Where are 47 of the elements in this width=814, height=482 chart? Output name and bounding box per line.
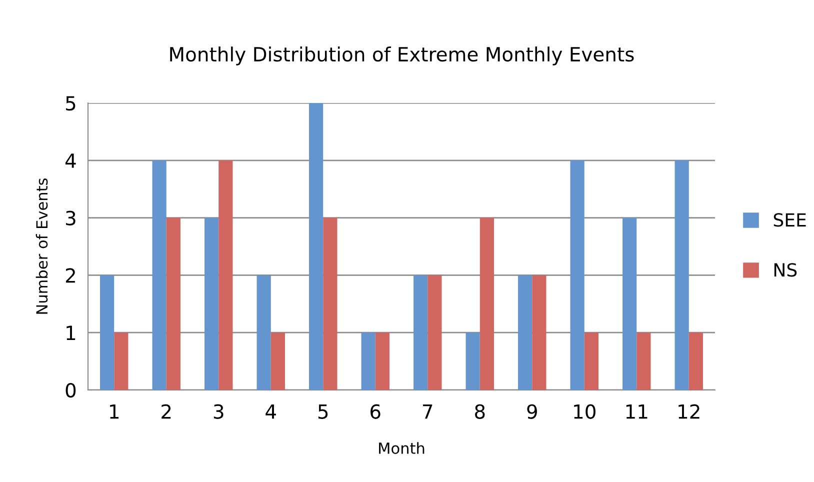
y-tick-label: 2 (66, 268, 75, 283)
bar (466, 332, 480, 390)
x-tick-label: 5 (318, 404, 328, 419)
x-tick-label: 7 (423, 404, 432, 419)
bar (518, 275, 532, 390)
bar (674, 160, 689, 390)
x-tick-label: 2 (162, 404, 171, 419)
bar (361, 332, 376, 390)
x-tick-label: 10 (574, 404, 596, 419)
x-tick-label: 9 (527, 404, 537, 419)
bar (428, 275, 442, 390)
y-axis-title: Number of Events (36, 178, 48, 314)
y-tick-label: 4 (65, 154, 76, 168)
y-tick-label: 3 (66, 210, 76, 226)
x-tick-label: 8 (475, 404, 485, 419)
x-tick-label: 11 (626, 404, 648, 419)
x-tick-label: 12 (678, 404, 700, 419)
bar (532, 275, 546, 390)
y-tick-label: 0 (66, 382, 76, 398)
bar (584, 332, 598, 390)
bar (152, 160, 166, 390)
bar (622, 218, 637, 390)
x-tick-label: 4 (266, 404, 276, 419)
bar (480, 218, 494, 390)
bar (270, 332, 285, 390)
bar (100, 275, 114, 390)
legend-label: SEE (774, 213, 806, 227)
x-tick-label: 6 (370, 404, 380, 419)
bar (218, 160, 233, 390)
bar (114, 332, 128, 390)
x-tick-label: 3 (214, 404, 224, 419)
y-tick-label: 5 (66, 96, 76, 111)
bar (256, 275, 271, 390)
bar (166, 218, 180, 390)
chart-title: Monthly Distribution of Extreme Monthly Events (170, 46, 634, 66)
x-tick-label: 1 (110, 404, 119, 419)
y-tick-label: 1 (66, 326, 76, 340)
bar (375, 332, 390, 390)
bar (570, 160, 584, 390)
bar (309, 103, 324, 390)
x-axis-title: Month (379, 442, 424, 454)
bar (636, 332, 651, 390)
bar (323, 218, 338, 390)
bar (414, 275, 428, 390)
legend-label: NS (774, 263, 797, 277)
bar (204, 218, 219, 390)
bar (688, 332, 703, 390)
